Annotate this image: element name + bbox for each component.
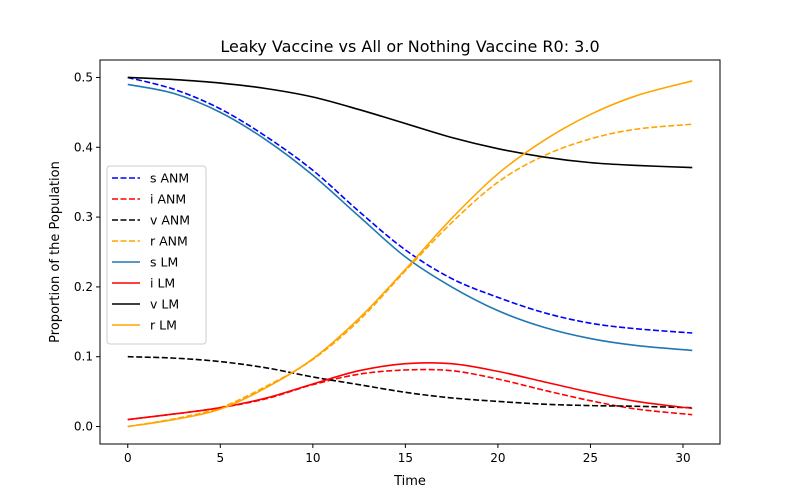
x-tick-label: 10 <box>305 451 320 465</box>
y-tick-label: 0.3 <box>74 210 93 224</box>
x-tick-label: 30 <box>675 451 690 465</box>
series-line-r-anm <box>127 123 693 428</box>
series-lines <box>127 76 693 428</box>
x-tick-label: 20 <box>490 451 505 465</box>
legend-label-r-lm: r LM <box>150 318 177 333</box>
x-tick-label: 25 <box>583 451 598 465</box>
axis-ticks: 0 5 10 15 20 25 30 0.0 0.1 0.2 0.3 0.4 0.5 <box>74 70 691 465</box>
series-line-i-lm <box>127 361 693 421</box>
legend: s ANM i ANM v ANM r ANM s LM i LM v LM r LM <box>106 165 207 345</box>
y-tick-label: 0.4 <box>74 140 93 154</box>
y-tick-label: 0.0 <box>74 420 93 434</box>
x-tick-label: 15 <box>398 451 413 465</box>
series-line-r-lm <box>127 80 693 428</box>
chart-title: Leaky Vaccine vs All or Nothing Vaccine … <box>220 37 599 56</box>
x-tick-label: 5 <box>216 451 224 465</box>
legend-label-v-lm: v LM <box>150 297 179 312</box>
legend-label-r-anm: r ANM <box>150 234 188 249</box>
series-line-v-anm <box>127 355 693 409</box>
series-line-s-lm <box>127 83 693 352</box>
x-tick-label: 0 <box>124 451 132 465</box>
x-axis-label: Time <box>393 474 426 489</box>
y-axis-label: Proportion of the Population <box>48 161 63 343</box>
series-line-v-lm <box>127 76 693 169</box>
legend-label-i-lm: i LM <box>150 276 175 291</box>
series-line-s-anm <box>127 76 693 334</box>
y-tick-label: 0.5 <box>74 70 93 84</box>
plot-frame <box>99 59 721 445</box>
y-tick-label: 0.1 <box>74 350 93 364</box>
legend-box <box>106 165 207 345</box>
legend-label-i-anm: i ANM <box>150 192 186 207</box>
y-tick-label: 0.2 <box>74 280 93 294</box>
legend-label-v-anm: v ANM <box>150 213 190 228</box>
series-line-i-anm <box>127 368 693 421</box>
legend-label-s-lm: s LM <box>150 255 178 270</box>
legend-label-s-anm: s ANM <box>150 171 189 186</box>
